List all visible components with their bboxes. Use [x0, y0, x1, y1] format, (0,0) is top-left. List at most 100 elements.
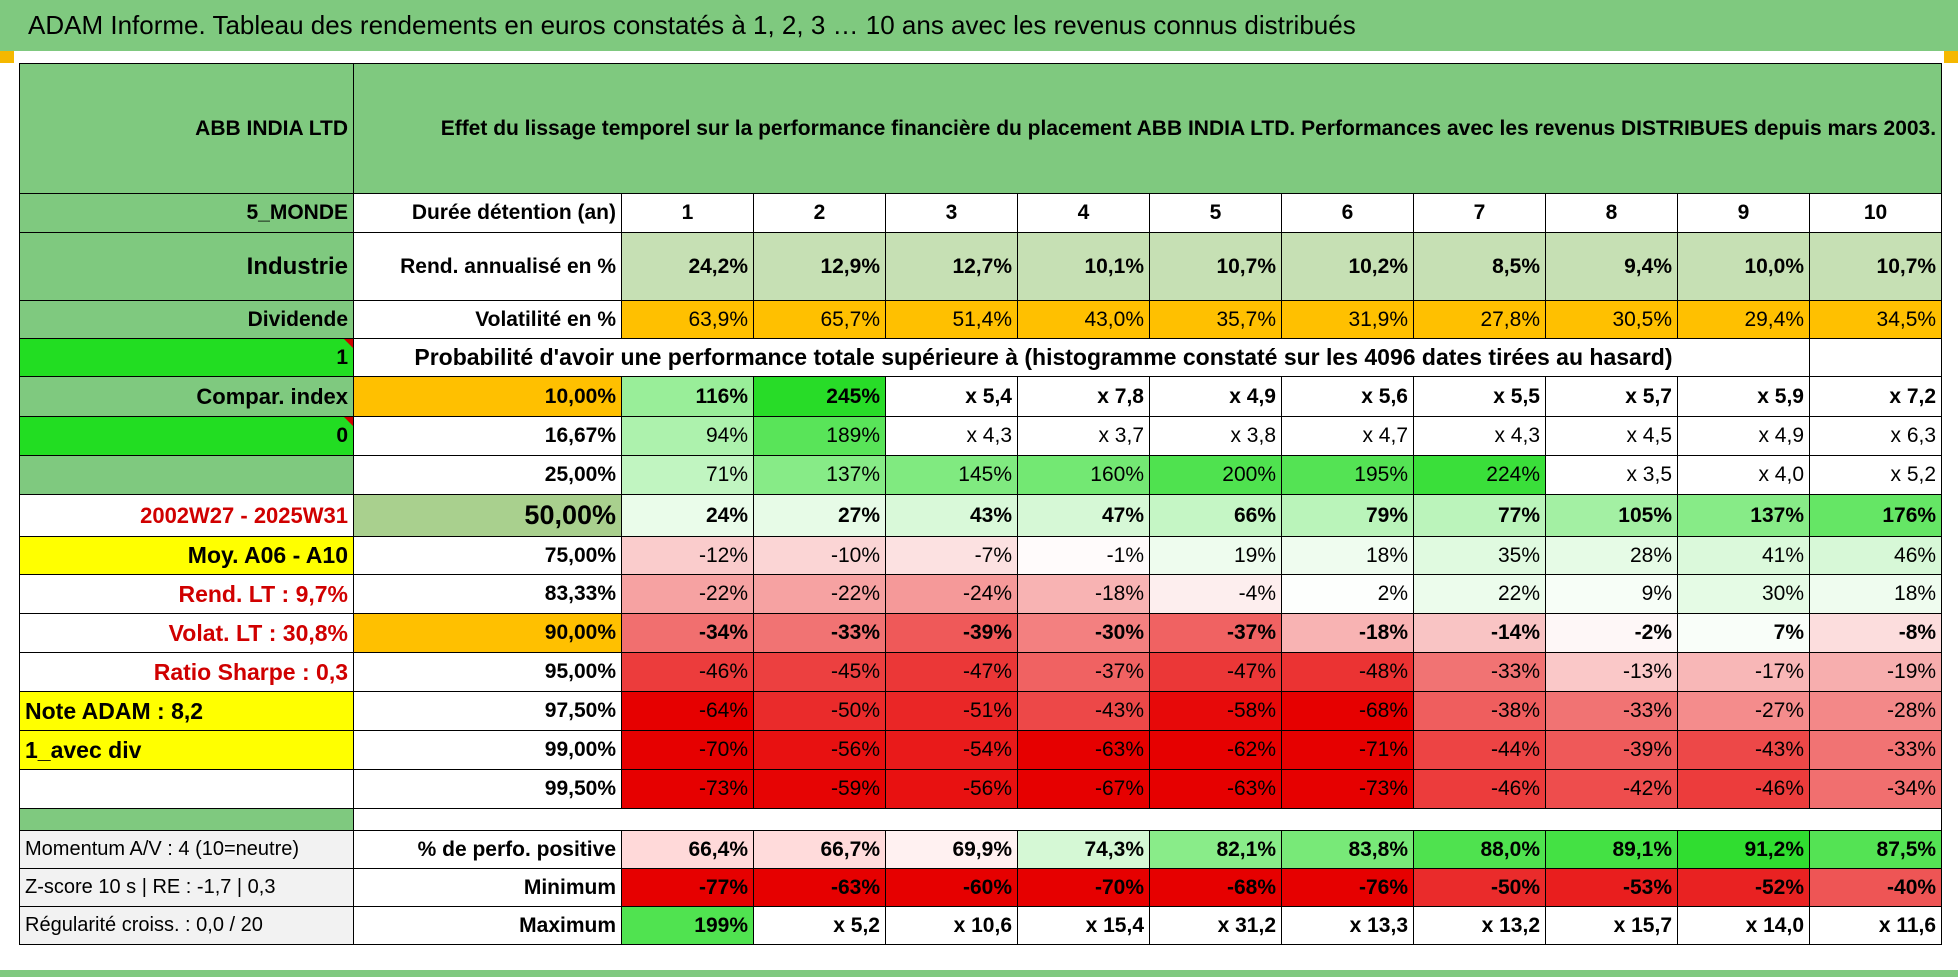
perf-cell: x 7,2 [1808, 376, 1943, 417]
perf-cell: -46% [621, 652, 754, 692]
perf-cell: -33% [1413, 652, 1546, 692]
perf-cell: 79% [1281, 494, 1414, 537]
rend-cell: 12,9% [753, 232, 886, 301]
perf-cell: 71% [621, 455, 754, 495]
perf-cell: 41% [1677, 536, 1810, 575]
perf-cell: -50% [753, 691, 886, 731]
min-label: Minimum [353, 868, 622, 907]
perf-cell: -12% [621, 536, 754, 575]
year-cell: 6 [1281, 193, 1414, 233]
avec-div-label: 1_avec div [19, 730, 354, 770]
positive-perf-cell: 83,8% [1281, 830, 1414, 869]
perf-cell: 176% [1808, 494, 1943, 537]
year-cell: 5 [1149, 193, 1282, 233]
perf-cell: x 3,8 [1149, 416, 1282, 456]
maximum-cell: x 10,6 [885, 906, 1018, 945]
perf-cell: -7% [885, 536, 1018, 575]
perf-cell: -22% [753, 574, 886, 614]
perf-cell: -73% [1281, 769, 1414, 809]
perf-cell: -8% [1808, 613, 1943, 653]
perf-cell: 137% [753, 455, 886, 495]
minimum-cell: -53% [1545, 868, 1678, 907]
rend-cell: 12,7% [885, 232, 1018, 301]
left-empty-green [19, 455, 354, 495]
perf-cell: -46% [1677, 769, 1810, 809]
report-banner: ADAM Informe. Tableau des rendements en … [0, 0, 1958, 51]
perf-cell: x 5,6 [1281, 376, 1414, 417]
vol-cell: 65,7% [753, 300, 886, 339]
minimum-cell: -52% [1677, 868, 1810, 907]
regularite-label: Régularité croiss. : 0,0 / 20 [19, 906, 354, 945]
probability-level: 16,67% [353, 416, 622, 456]
perf-cell: -68% [1281, 691, 1414, 731]
perf-cell: 47% [1017, 494, 1150, 537]
perf-cell: -18% [1017, 574, 1150, 614]
perf-cell: -54% [885, 730, 1018, 770]
perf-cell: x 6,3 [1808, 416, 1943, 456]
perf-cell: -34% [1808, 769, 1943, 809]
perf-cell: -45% [753, 652, 886, 692]
perf-cell: x 5,7 [1545, 376, 1678, 417]
perf-cell: -17% [1677, 652, 1810, 692]
probability-level: 99,50% [353, 769, 622, 809]
perf-cell: -51% [885, 691, 1018, 731]
probability-level: 10,00% [353, 376, 622, 417]
perf-cell: 2% [1281, 574, 1414, 614]
perf-cell: -56% [885, 769, 1018, 809]
perf-cell: -67% [1017, 769, 1150, 809]
perf-cell: 77% [1413, 494, 1546, 537]
perf-cell: 28% [1545, 536, 1678, 575]
perf-cell: -33% [1808, 730, 1943, 770]
perf-cell: 137% [1677, 494, 1810, 537]
perf-cell: -4% [1149, 574, 1282, 614]
perf-cell: 224% [1413, 455, 1546, 495]
perf-cell: 27% [753, 494, 886, 537]
maximum-cell: x 14,0 [1677, 906, 1810, 945]
perf-cell: x 4,3 [885, 416, 1018, 456]
perf-cell: -48% [1281, 652, 1414, 692]
rend-cell: 10,0% [1677, 232, 1810, 301]
sector-label: Industrie [19, 232, 354, 301]
perf-cell: 245% [753, 376, 886, 417]
perf-cell: 18% [1281, 536, 1414, 575]
momentum-label: Momentum A/V : 4 (10=neutre) [19, 830, 354, 869]
maximum-cell: x 13,3 [1281, 906, 1414, 945]
company-name: ABB INDIA LTD [19, 63, 354, 194]
rend-label: Rend. annualisé en % [353, 232, 622, 301]
perf-cell: x 3,7 [1017, 416, 1150, 456]
moy-label: Moy. A06 - A10 [19, 536, 354, 575]
duration-label: Durée détention (an) [353, 193, 622, 233]
perf-cell: -62% [1149, 730, 1282, 770]
spacer-green [19, 808, 354, 831]
perf-cell: -33% [1545, 691, 1678, 731]
year-cell: 2 [753, 193, 886, 233]
perf-cell: x 5,2 [1808, 455, 1943, 495]
vol-label: Volatilité en % [353, 300, 622, 339]
vol-cell: 43,0% [1017, 300, 1150, 339]
left-empty-white [19, 769, 354, 809]
probability-level: 25,00% [353, 455, 622, 495]
table-description: Effet du lissage temporel sur la perform… [352, 63, 1943, 194]
perf-cell: -24% [885, 574, 1018, 614]
positive-perf-cell: 82,1% [1149, 830, 1282, 869]
perf-cell: 94% [621, 416, 754, 456]
maximum-cell: x 15,7 [1545, 906, 1678, 945]
dividend-value: 1 [19, 338, 354, 377]
year-cell: 1 [621, 193, 754, 233]
perf-cell: 145% [885, 455, 1018, 495]
minimum-cell: -50% [1413, 868, 1546, 907]
probability-level: 50,00% [353, 494, 622, 537]
perf-cell: 7% [1677, 613, 1810, 653]
banner-accent-left [0, 51, 14, 63]
note-adam: Note ADAM : 8,2 [19, 691, 354, 731]
perf-cell: 105% [1545, 494, 1678, 537]
positive-perf-cell: 66,4% [621, 830, 754, 869]
perf-cell: -18% [1281, 613, 1414, 653]
vol-cell: 29,4% [1677, 300, 1810, 339]
perf-cell: -19% [1808, 652, 1943, 692]
spacer [352, 808, 1943, 831]
perf-cell: 160% [1017, 455, 1150, 495]
perf-cell: -56% [753, 730, 886, 770]
perf-cell: -47% [885, 652, 1018, 692]
perf-cell: x 5,4 [885, 376, 1018, 417]
